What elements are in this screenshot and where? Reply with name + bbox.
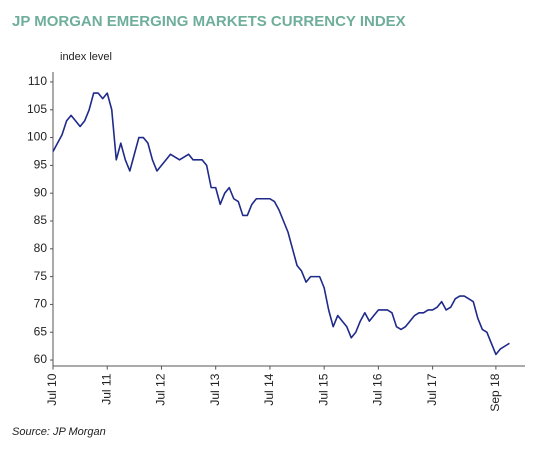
x-tick-label: Jul 15 [316, 373, 330, 405]
y-tick-label: 75 [34, 269, 48, 283]
y-tick-label: 110 [28, 74, 47, 88]
y-tick-label: 85 [34, 213, 48, 227]
y-tick-label: 65 [34, 324, 48, 338]
x-tick-label: Jul 11 [99, 373, 113, 404]
source: Source: JP Morgan [12, 426, 106, 438]
y-tick-label: 70 [34, 297, 48, 311]
chart-title: JP MORGAN EMERGING MARKETS CURRENCY INDE… [12, 13, 406, 30]
x-tick-label: Jul 17 [425, 373, 439, 405]
y-tick-label: 80 [34, 241, 48, 255]
x-tick-label: Jul 10 [45, 373, 59, 405]
x-tick-label: Jul 13 [208, 373, 222, 405]
x-tick-label: Jul 16 [371, 373, 385, 405]
x-tick-label: Jul 12 [154, 373, 168, 405]
y-tick-label: 95 [34, 158, 48, 172]
x-tick-label: Sep 18 [488, 373, 502, 411]
y-tick-label: 100 [27, 130, 47, 144]
y-tick-label: 60 [34, 352, 48, 366]
y-tick-label: 105 [27, 102, 47, 116]
line-series [52, 92, 510, 356]
y-axis-label: index level [60, 51, 112, 63]
y-tick-label: 90 [34, 185, 48, 199]
x-tick-label: Jul 14 [262, 373, 276, 405]
